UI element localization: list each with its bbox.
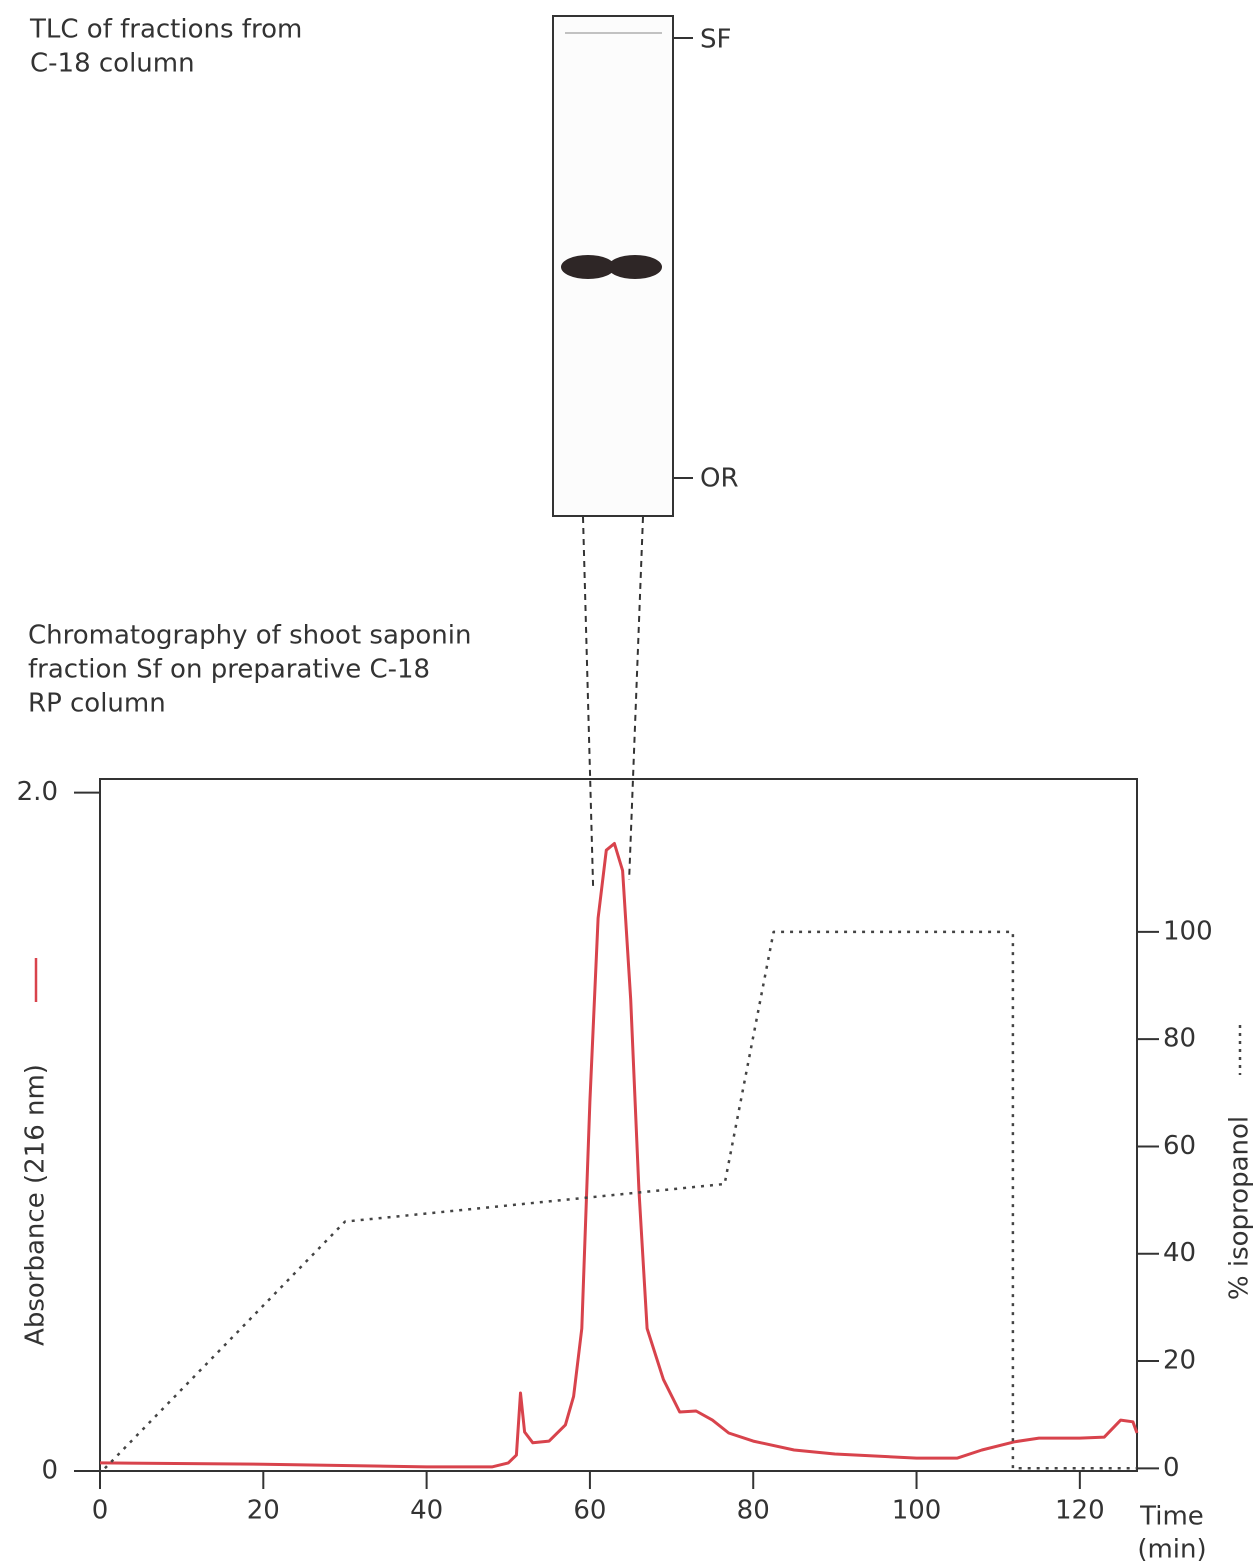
x-axis-label: Time xyxy=(1139,1502,1204,1532)
y2-tick-label: 40 xyxy=(1163,1238,1196,1268)
y2-tick-label: 20 xyxy=(1163,1346,1196,1376)
chart-title: Chromatography of shoot saponin xyxy=(28,621,471,651)
x-tick-label: 100 xyxy=(892,1496,942,1526)
x-tick-label: 40 xyxy=(410,1496,443,1526)
y-tick-label: 2.0 xyxy=(17,777,58,807)
y2-axis-label: % isopropanol xyxy=(1225,1116,1254,1300)
data-line xyxy=(99,842,1139,1469)
fraction-link xyxy=(628,516,644,881)
front-label: SF xyxy=(700,25,731,55)
tlc-spot xyxy=(561,255,615,279)
inset-title: TLC of fractions from xyxy=(29,15,302,45)
plot-frame xyxy=(99,778,1138,1472)
y2-tick-label: 0 xyxy=(1163,1453,1180,1483)
y2-tick-label: 100 xyxy=(1163,916,1213,946)
origin-label: OR xyxy=(700,464,739,494)
tlc-spot xyxy=(608,255,662,279)
y-axis-label: Absorbance (216 nm) xyxy=(21,1064,51,1346)
inset-title: C-18 column xyxy=(30,49,195,79)
chart-title: fraction Sf on preparative C-18 xyxy=(28,655,430,685)
x-axis-label: (min) xyxy=(1137,1535,1206,1562)
chart-title: RP column xyxy=(28,689,166,719)
data-line xyxy=(104,930,1137,1470)
x-tick-label: 80 xyxy=(737,1496,770,1526)
fraction-link xyxy=(582,516,595,891)
y2-tick-label: 80 xyxy=(1163,1024,1196,1054)
y-tick-label: 0 xyxy=(41,1456,58,1486)
x-tick-label: 0 xyxy=(92,1496,109,1526)
x-tick-label: 60 xyxy=(573,1496,606,1526)
x-tick-label: 20 xyxy=(247,1496,280,1526)
y2-tick-label: 60 xyxy=(1163,1131,1196,1161)
x-tick-label: 120 xyxy=(1055,1496,1105,1526)
